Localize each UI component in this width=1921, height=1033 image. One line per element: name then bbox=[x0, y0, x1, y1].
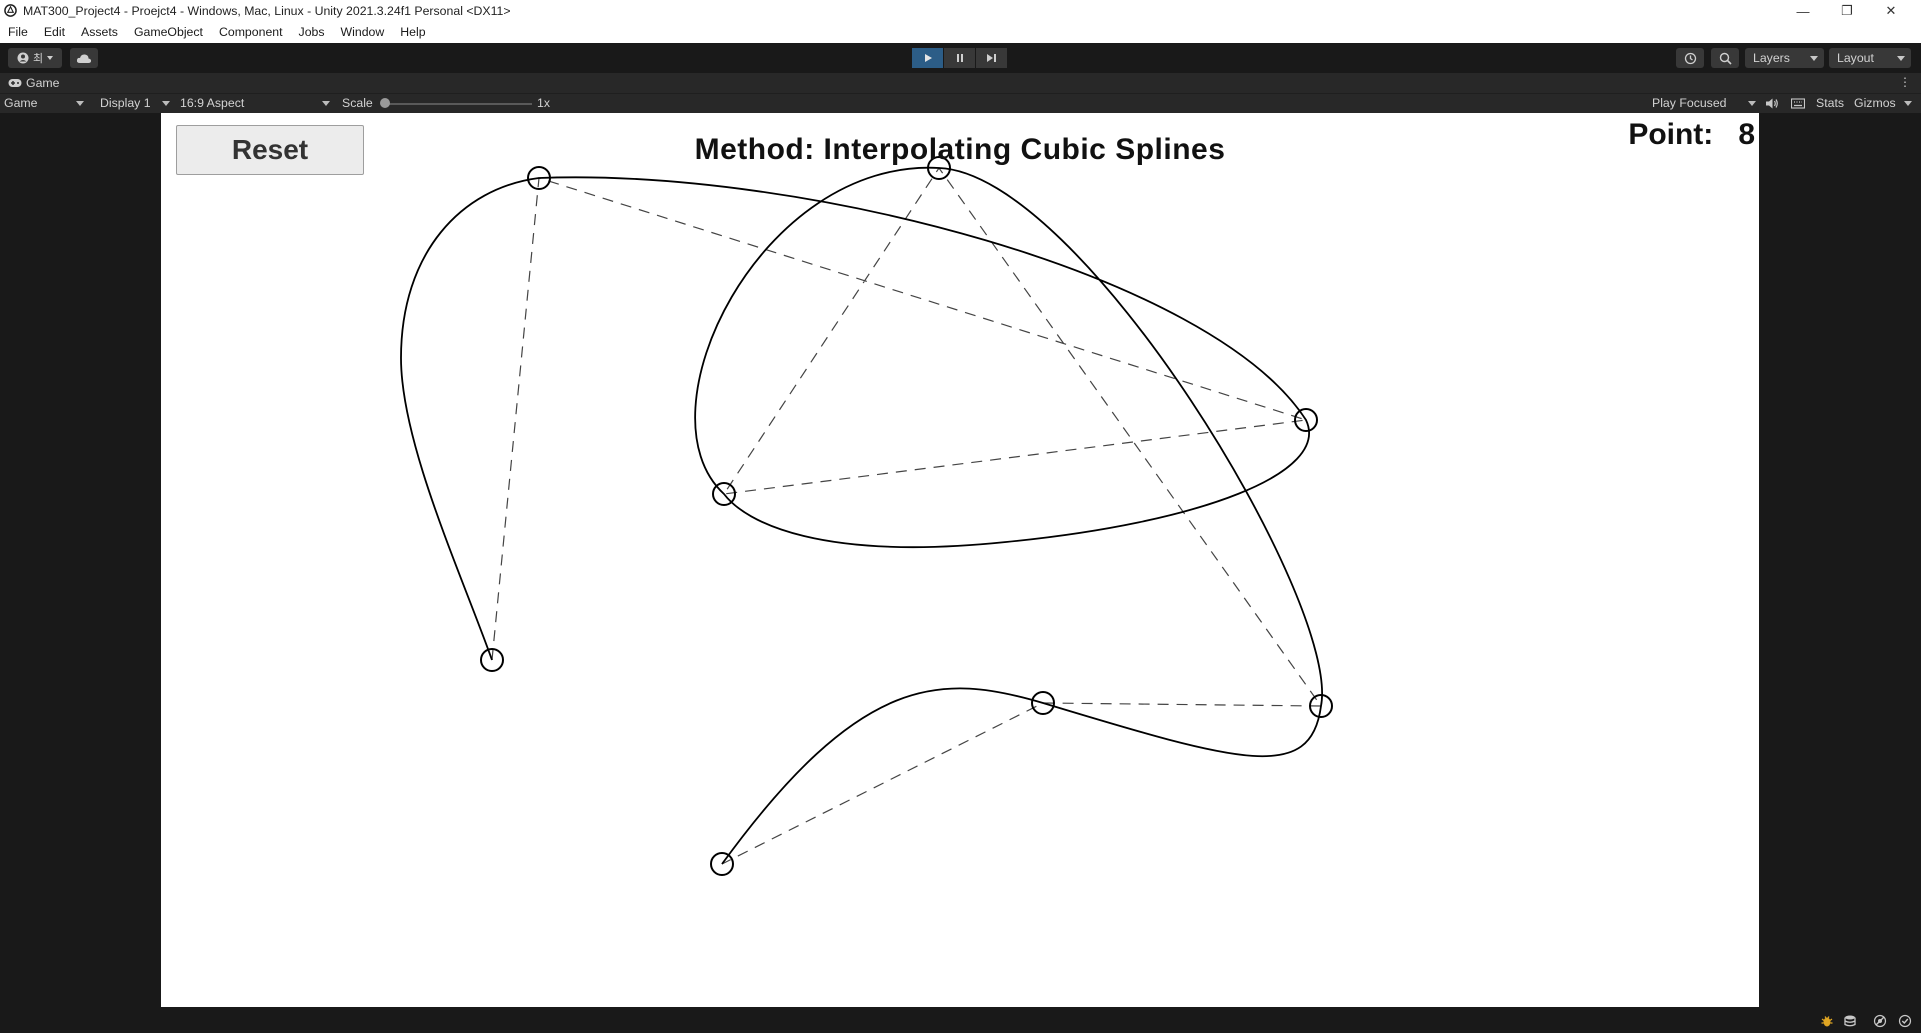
gizmos-dropdown[interactable]: Gizmos bbox=[1850, 94, 1916, 113]
account-dropdown[interactable]: 최 bbox=[8, 48, 62, 68]
game-toolbar: Game Display 1 16:9 Aspect Scale 1x Play… bbox=[0, 93, 1921, 113]
menu-file[interactable]: File bbox=[8, 25, 28, 39]
play-icon bbox=[924, 54, 932, 62]
view-type-label: Game bbox=[4, 96, 38, 110]
more-options-icon[interactable]: ⋮ bbox=[1899, 75, 1911, 89]
stats-button[interactable]: Stats bbox=[1816, 96, 1845, 110]
game-viewport[interactable]: Reset Method: Interpolating Cubic Spline… bbox=[161, 113, 1759, 1007]
main-toolbar: 최 Layers Layout bbox=[0, 43, 1921, 73]
control-point[interactable] bbox=[710, 852, 734, 876]
menu-bar: File Edit Assets GameObject Component Jo… bbox=[0, 22, 1921, 43]
chevron-down-icon bbox=[1904, 101, 1912, 106]
chevron-down-icon bbox=[76, 101, 84, 106]
menu-help[interactable]: Help bbox=[400, 25, 426, 39]
chevron-down-icon bbox=[162, 101, 170, 106]
point-label: Point: bbox=[1628, 118, 1714, 151]
layers-dropdown[interactable]: Layers bbox=[1745, 48, 1824, 68]
tab-row: Game ⋮ bbox=[0, 73, 1921, 93]
play-button[interactable] bbox=[912, 48, 943, 68]
pause-icon bbox=[956, 54, 963, 62]
layout-label: Layout bbox=[1837, 51, 1874, 65]
check-circle-icon[interactable] bbox=[1898, 1014, 1912, 1028]
control-point[interactable] bbox=[480, 648, 504, 672]
status-bar bbox=[0, 1008, 1921, 1033]
play-mode-dropdown[interactable]: Play Focused bbox=[1648, 94, 1760, 113]
title-bar: MAT300_Project4 - Proejct4 - Windows, Ma… bbox=[0, 0, 1921, 22]
account-icon bbox=[17, 52, 29, 64]
menu-component[interactable]: Component bbox=[218, 25, 283, 39]
account-initial: 최 bbox=[32, 53, 44, 65]
menu-edit[interactable]: Edit bbox=[43, 25, 66, 39]
point-counter: Point: 8 bbox=[1628, 118, 1755, 152]
search-icon bbox=[1719, 52, 1732, 65]
chevron-down-icon bbox=[1748, 101, 1756, 106]
play-mode-label: Play Focused bbox=[1652, 96, 1727, 110]
control-points bbox=[480, 156, 1333, 876]
minimize-button[interactable]: — bbox=[1796, 3, 1810, 19]
control-polygon bbox=[491, 166, 1323, 865]
history-button[interactable] bbox=[1676, 48, 1704, 68]
view-type-dropdown[interactable]: Game bbox=[0, 94, 88, 113]
network-icon[interactable] bbox=[1873, 1014, 1887, 1028]
spline-curve bbox=[400, 167, 1323, 865]
unity-logo-icon bbox=[4, 4, 17, 17]
gizmos-label: Gizmos bbox=[1854, 96, 1896, 110]
control-point[interactable] bbox=[712, 482, 736, 506]
display-dropdown[interactable]: Display 1 bbox=[96, 94, 174, 113]
menu-assets[interactable]: Assets bbox=[81, 25, 118, 39]
scale-slider-track[interactable] bbox=[384, 103, 532, 105]
method-title: Method: Interpolating Cubic Splines bbox=[694, 133, 1226, 166]
bug-icon[interactable] bbox=[1820, 1014, 1834, 1028]
close-button[interactable]: ✕ bbox=[1885, 3, 1897, 18]
menu-gameobject[interactable]: GameObject bbox=[133, 25, 203, 39]
step-icon bbox=[987, 54, 996, 62]
control-point[interactable] bbox=[927, 156, 951, 180]
cloud-icon bbox=[76, 53, 92, 63]
scale-label: Scale bbox=[342, 96, 373, 110]
window-title: MAT300_Project4 - Proejct4 - Windows, Ma… bbox=[23, 4, 511, 18]
pause-button[interactable] bbox=[944, 48, 975, 68]
chevron-down-icon bbox=[1897, 56, 1905, 61]
layers-label: Layers bbox=[1753, 51, 1790, 65]
tab-game[interactable]: Game bbox=[0, 73, 70, 93]
display-label: Display 1 bbox=[100, 96, 151, 110]
menu-window[interactable]: Window bbox=[340, 25, 385, 39]
control-point[interactable] bbox=[527, 166, 551, 190]
audio-icon[interactable] bbox=[1765, 97, 1779, 110]
control-point[interactable] bbox=[1309, 694, 1333, 718]
control-point[interactable] bbox=[1294, 408, 1318, 432]
menu-jobs[interactable]: Jobs bbox=[298, 25, 325, 39]
search-button[interactable] bbox=[1711, 48, 1739, 68]
spline-canvas[interactable] bbox=[161, 113, 1759, 1007]
chevron-down-icon bbox=[322, 101, 330, 106]
cloud-button[interactable] bbox=[70, 48, 98, 68]
database-icon[interactable] bbox=[1843, 1014, 1857, 1028]
gamepad-icon bbox=[8, 79, 22, 87]
point-count: 8 bbox=[1738, 118, 1755, 151]
history-icon bbox=[1684, 52, 1696, 64]
reset-button[interactable]: Reset bbox=[176, 125, 364, 175]
aspect-dropdown[interactable]: 16:9 Aspect bbox=[176, 94, 334, 113]
chevron-down-icon bbox=[47, 56, 54, 60]
control-point[interactable] bbox=[1031, 691, 1055, 715]
step-button[interactable] bbox=[976, 48, 1007, 68]
keyboard-icon[interactable] bbox=[1791, 97, 1805, 110]
play-controls bbox=[912, 48, 1007, 68]
layout-dropdown[interactable]: Layout bbox=[1829, 48, 1911, 68]
scale-slider-thumb[interactable] bbox=[380, 98, 390, 108]
aspect-label: 16:9 Aspect bbox=[180, 96, 245, 110]
chevron-down-icon bbox=[1810, 56, 1818, 61]
restore-button[interactable]: ❐ bbox=[1841, 3, 1853, 18]
tab-game-label: Game bbox=[26, 76, 60, 90]
scale-value: 1x bbox=[537, 96, 550, 110]
